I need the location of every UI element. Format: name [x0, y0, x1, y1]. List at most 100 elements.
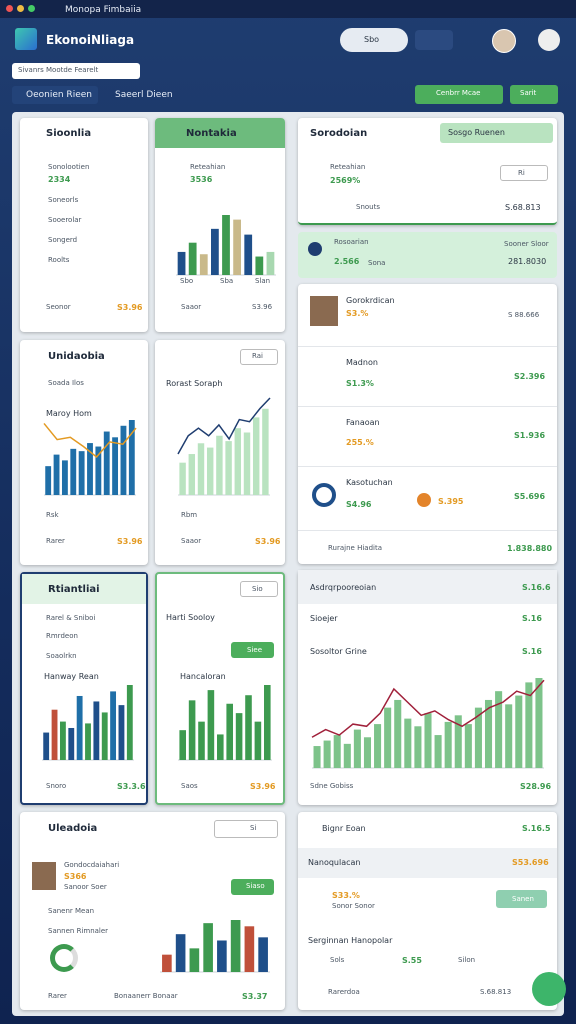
mini-chart [311, 678, 545, 769]
label: Rbm [181, 511, 198, 519]
bar [254, 721, 262, 760]
bar [258, 937, 268, 972]
action-button[interactable] [415, 85, 503, 104]
select[interactable] [240, 349, 278, 365]
bar [188, 454, 196, 495]
bar [85, 723, 91, 760]
bar [243, 432, 251, 495]
mini-chart [160, 920, 270, 973]
label: Soaolrkn [46, 652, 77, 660]
label: Rorast Soraph [166, 379, 223, 388]
label: S3.3.6 [117, 782, 146, 791]
avatar[interactable] [492, 29, 516, 53]
bar [162, 954, 172, 972]
window-max[interactable] [28, 5, 35, 12]
button[interactable] [496, 890, 547, 908]
label: S3.96 [117, 537, 143, 546]
bar [245, 695, 252, 760]
bar [384, 707, 392, 768]
avatar[interactable] [538, 29, 560, 51]
bar [216, 435, 223, 495]
divider [298, 406, 557, 407]
bar [217, 940, 227, 972]
label: Slan [255, 277, 271, 285]
search-box[interactable] [214, 820, 278, 838]
label: Bignr Eoan [322, 824, 366, 833]
label: Snoro [46, 782, 67, 790]
bar [484, 699, 493, 768]
label: Nontakia [186, 128, 237, 139]
avatar [32, 862, 56, 890]
card-header [155, 118, 285, 148]
bar [414, 726, 422, 768]
label: Gondocdaiahari [64, 861, 120, 869]
label: S4.96 [346, 500, 372, 509]
label: Snouts [356, 203, 380, 211]
bar [120, 425, 127, 495]
label: Rai [252, 352, 263, 360]
label: S.16 [522, 614, 542, 623]
label: S3.96 [255, 537, 281, 546]
view-select[interactable] [415, 30, 453, 50]
window-close[interactable] [6, 5, 13, 12]
bar [118, 705, 125, 760]
bar [230, 920, 241, 972]
label: Sio [252, 585, 263, 593]
label: Silon [458, 956, 476, 964]
fab[interactable] [532, 972, 566, 1006]
label: Sanoor Soer [64, 883, 107, 891]
label: S.16 [522, 647, 542, 656]
label: S3.96 [252, 303, 273, 311]
action-button[interactable] [510, 85, 558, 104]
label: Asdrqrpooreoian [310, 583, 377, 592]
bar [525, 682, 533, 768]
select[interactable] [500, 165, 548, 181]
label: Rarerdoa [328, 988, 360, 996]
button[interactable] [231, 642, 274, 658]
label: S3.96 [250, 782, 276, 791]
label: S366 [64, 872, 87, 881]
label: Sona [368, 259, 386, 267]
label: Sanen [512, 895, 534, 903]
label: 3536 [190, 175, 213, 184]
label: Reteahian [190, 163, 226, 171]
bar [203, 923, 213, 972]
label: Nanoqulacan [308, 858, 361, 867]
bar [505, 704, 513, 768]
label: S1.936 [514, 431, 546, 440]
select[interactable] [240, 581, 278, 597]
label: Sosgo Ruenen [448, 128, 505, 137]
label: Seonor [46, 303, 71, 311]
bar [59, 721, 66, 760]
bar [244, 234, 253, 275]
bar [363, 737, 372, 768]
divider [298, 346, 557, 347]
label: S33.% [332, 891, 360, 900]
button[interactable] [231, 879, 274, 895]
pill[interactable] [440, 123, 553, 143]
label: Rarer [48, 992, 67, 1000]
label: Rtiantliai [48, 584, 100, 595]
window-min[interactable] [17, 5, 24, 12]
tab-active[interactable] [12, 86, 98, 104]
filter-input[interactable] [12, 63, 140, 79]
label: Ri [518, 169, 525, 177]
label: 1.838.880 [507, 544, 553, 553]
bar [207, 690, 215, 760]
donut [50, 944, 78, 972]
summary-banner [298, 232, 557, 278]
label: Uleadoia [48, 823, 98, 834]
bar [206, 447, 214, 495]
bar [177, 251, 186, 275]
label: Sonolootien [48, 163, 90, 171]
label: S.68.813 [480, 988, 512, 996]
search-pill[interactable] [340, 28, 408, 52]
bar [112, 437, 119, 495]
bar [197, 443, 205, 495]
card-header [22, 574, 146, 604]
label: Sosoltor Grine [310, 647, 367, 656]
label: Maroy Hom [46, 409, 92, 418]
card [20, 812, 285, 1010]
bar [95, 446, 102, 495]
label: Sioonlia [46, 128, 92, 139]
